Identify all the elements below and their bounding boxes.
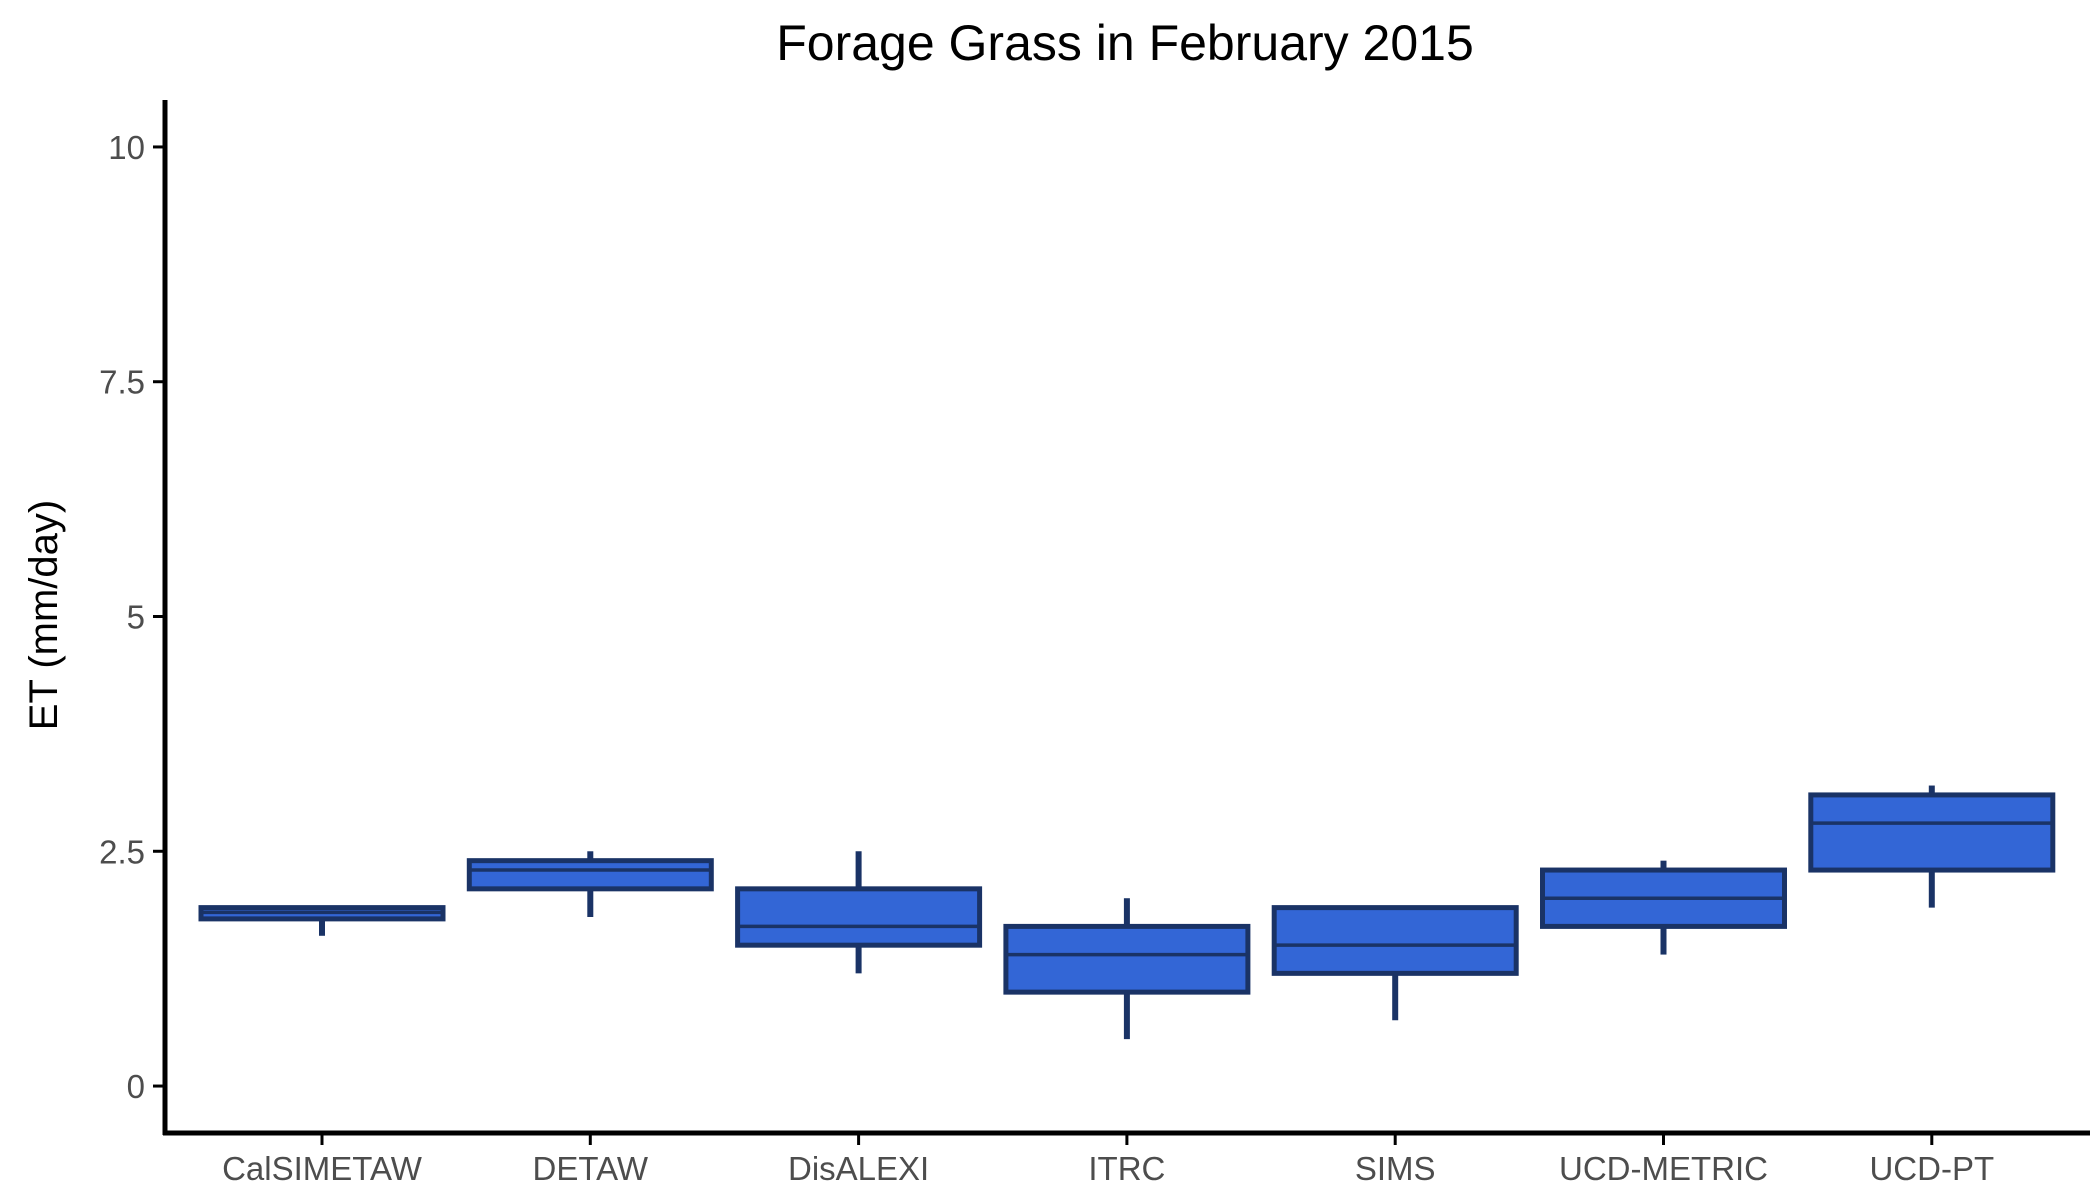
x-tick-label: SIMS (1355, 1150, 1436, 1187)
box-body (466, 858, 714, 892)
x-tick-label: CalSIMETAW (222, 1150, 423, 1187)
x-tick-label: DETAW (533, 1150, 649, 1187)
box-body (1003, 923, 1251, 995)
y-tick-label: 2.5 (99, 833, 145, 870)
plot-area: 0 2.5 5 7.5 10 CalSIMETAW DETAW DisALEXI ITRC SIM… (99, 100, 2090, 1187)
x-tick-label: UCD-METRIC (1559, 1150, 1768, 1187)
box-body (1271, 905, 1519, 976)
y-tick-label: 10 (108, 129, 145, 166)
x-tick-label: UCD-PT (1869, 1150, 1994, 1187)
y-tick-label: 0 (127, 1068, 145, 1105)
box-body (1808, 792, 2056, 873)
chart-title: Forage Grass in February 2015 (776, 15, 1474, 71)
x-tick-label: DisALEXI (788, 1150, 929, 1187)
y-tick-label: 5 (127, 599, 145, 636)
box-body (735, 886, 983, 948)
x-tick-label: ITRC (1088, 1150, 1165, 1187)
y-tick-label: 7.5 (99, 364, 145, 401)
y-axis-label: ET (mm/day) (22, 500, 66, 730)
